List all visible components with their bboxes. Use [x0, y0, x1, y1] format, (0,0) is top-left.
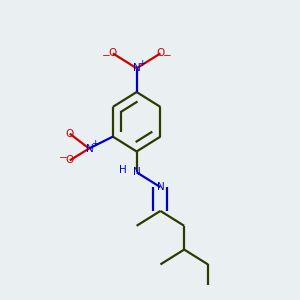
- Text: N: N: [133, 63, 140, 73]
- Text: +: +: [91, 139, 98, 148]
- Text: O: O: [109, 48, 117, 59]
- Text: N: N: [86, 143, 94, 154]
- Text: −: −: [102, 51, 111, 62]
- Text: N: N: [133, 167, 140, 177]
- Text: +: +: [138, 59, 146, 68]
- Text: −: −: [163, 51, 171, 62]
- Text: N: N: [157, 182, 165, 192]
- Text: O: O: [66, 129, 74, 139]
- Text: O: O: [156, 48, 164, 59]
- Text: H: H: [119, 165, 127, 175]
- Text: −: −: [59, 153, 68, 163]
- Text: O: O: [66, 155, 74, 165]
